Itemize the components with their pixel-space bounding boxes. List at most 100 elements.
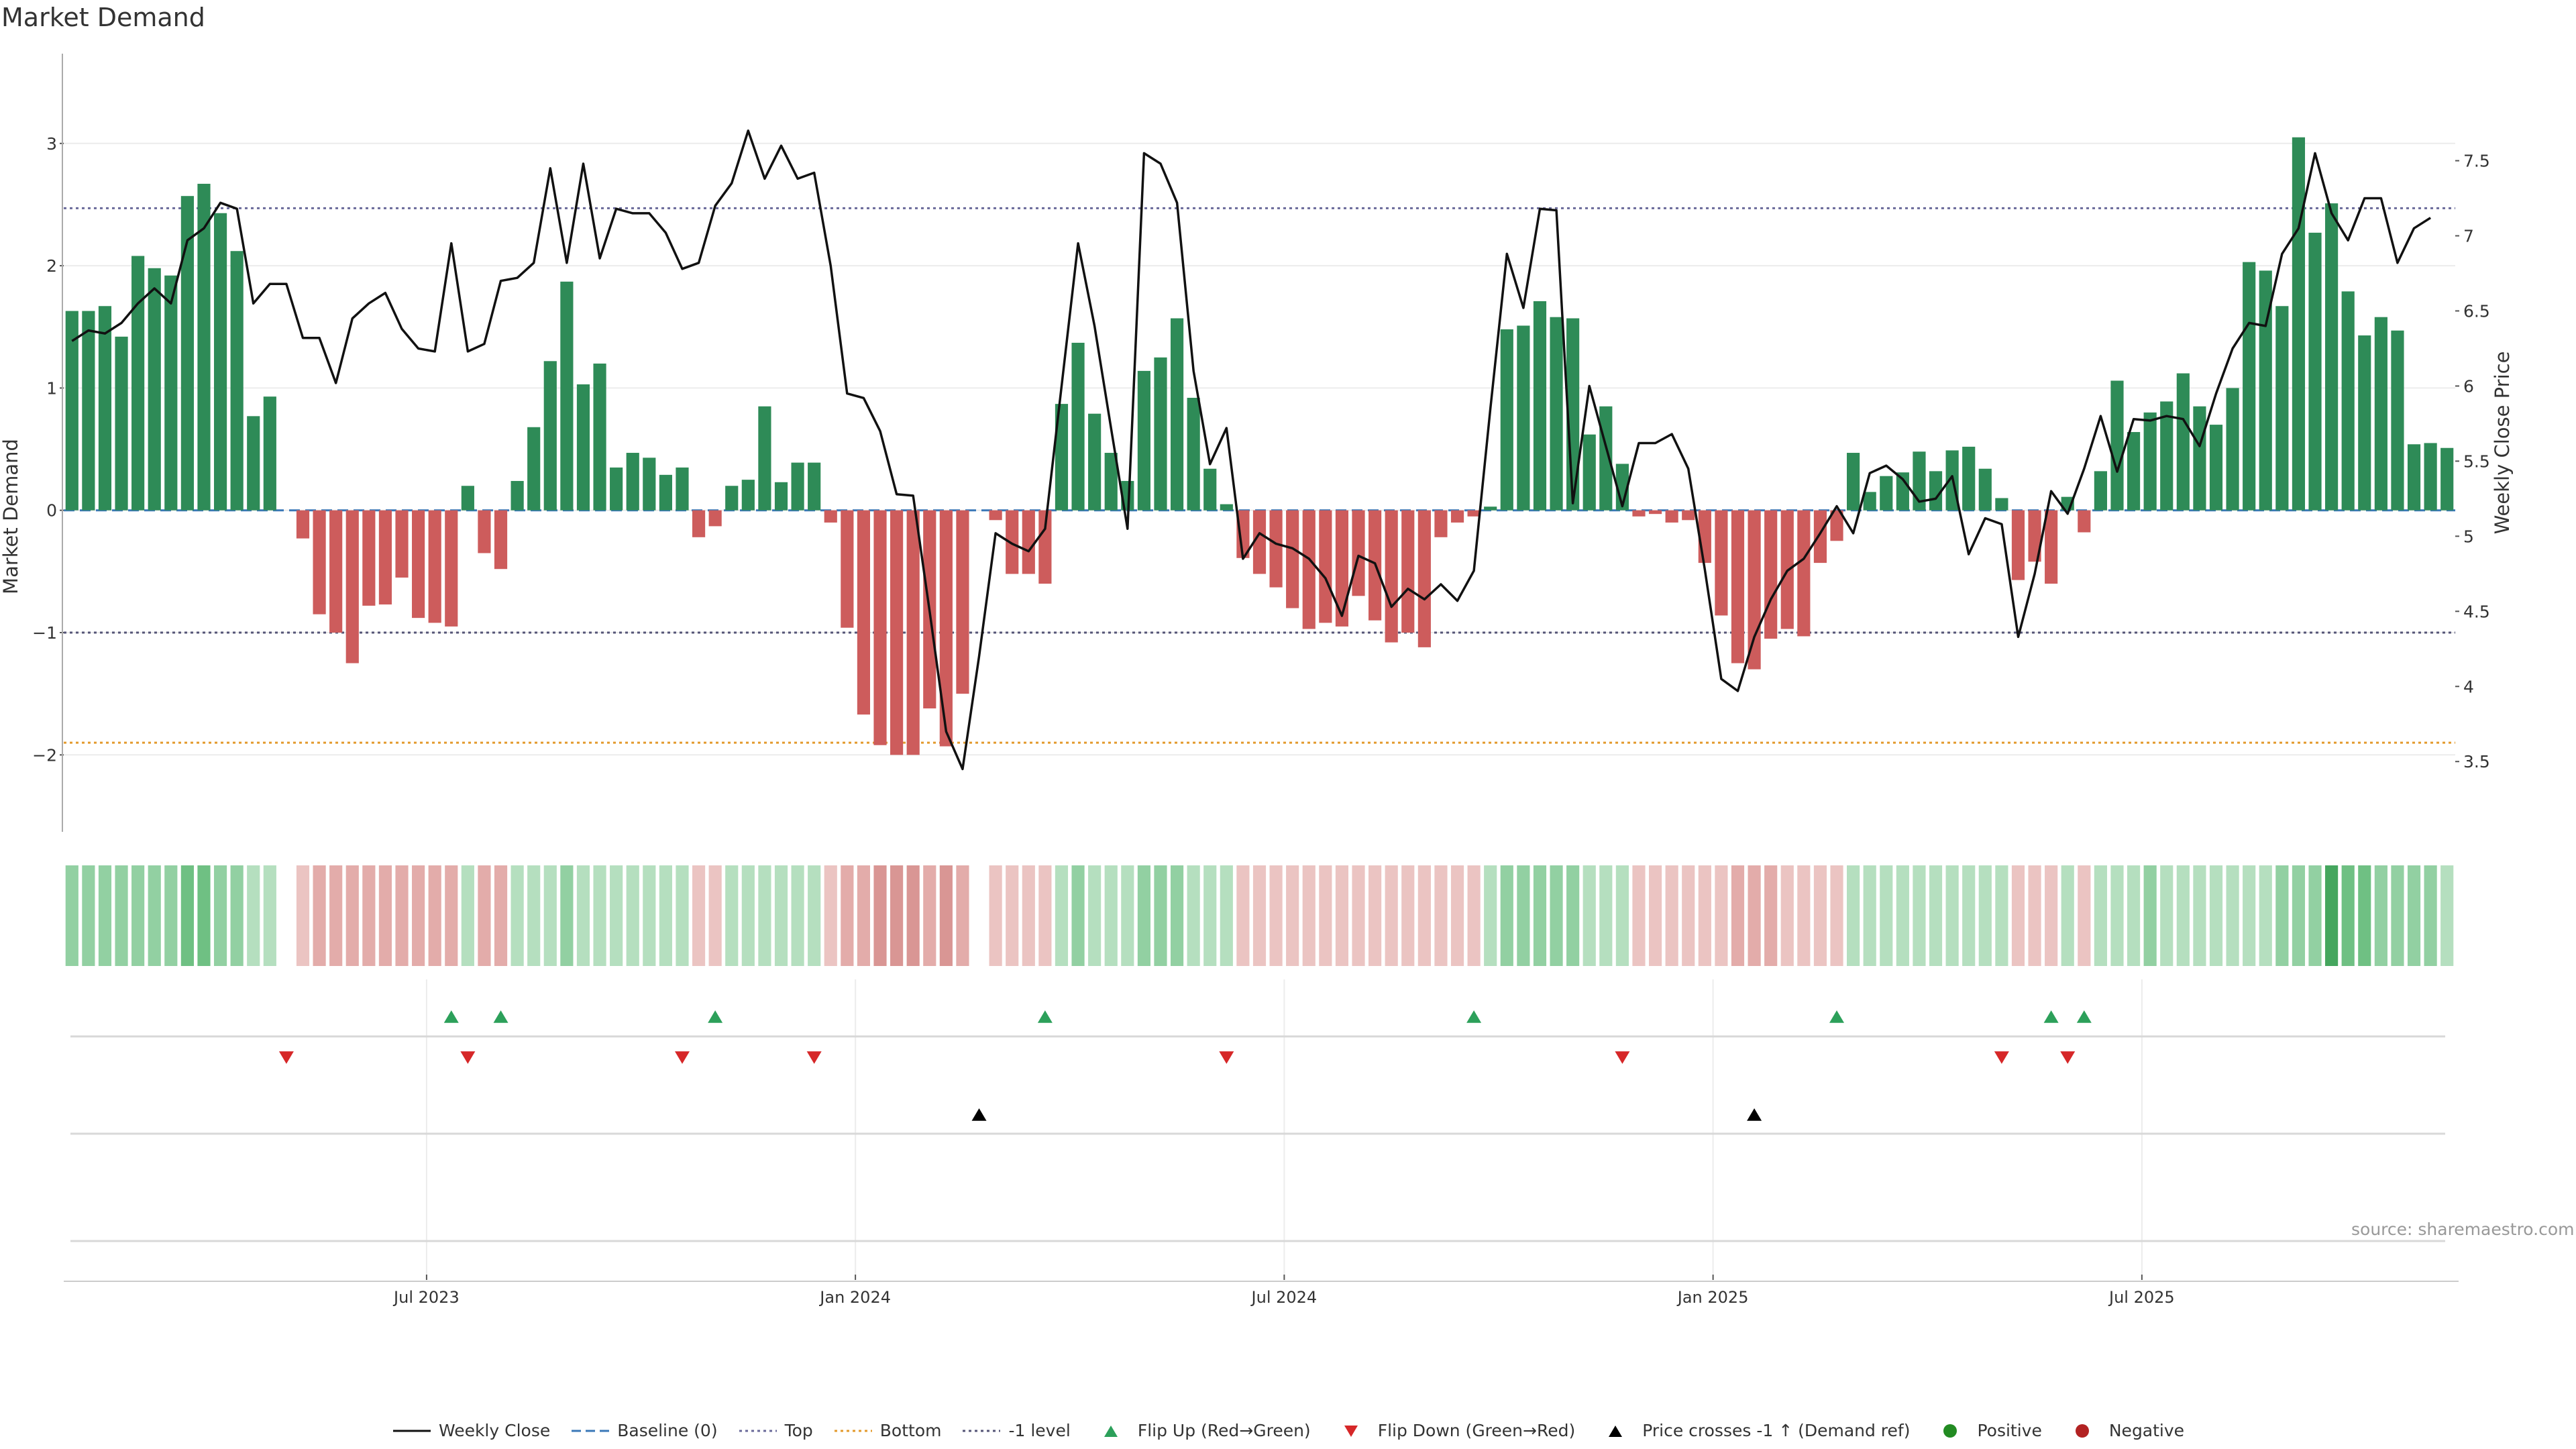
y-tick-label-right: 6 [2463, 376, 2474, 396]
demand-bar-negative [841, 510, 854, 628]
strength-cell [494, 865, 508, 966]
strength-cell [197, 865, 211, 966]
demand-bar-negative [2045, 510, 2058, 584]
demand-bar-negative [1038, 510, 1052, 584]
demand-bar-positive [1517, 325, 1530, 511]
legend-symbol-dot [1930, 1422, 1970, 1440]
demand-bar-negative [989, 510, 1002, 521]
demand-bar-positive [2127, 432, 2141, 511]
strength-cell [2275, 865, 2289, 966]
demand-bar-negative [1385, 510, 1398, 643]
strength-cell [576, 865, 590, 966]
flip-down-marker [460, 1051, 476, 1064]
strength-cell [412, 865, 425, 966]
demand-bar-negative [692, 510, 706, 537]
demand-bar-positive [560, 281, 574, 511]
strength-cell [1203, 865, 1217, 966]
legend-symbol-line-dot [833, 1422, 873, 1440]
demand-bar-negative [1797, 510, 1811, 637]
legend-label: Positive [1977, 1421, 2042, 1440]
strength-cell [643, 865, 656, 966]
strength-cell [1615, 865, 1629, 966]
strength-cell [725, 865, 739, 966]
strength-cell [180, 865, 194, 966]
demand-bar-positive [1187, 397, 1200, 511]
legend-symbol-tri-down [1331, 1422, 1371, 1440]
demand-bar-positive [131, 256, 145, 511]
demand-bar-negative [1352, 510, 1365, 596]
y-axis-label-left: Market Demand [0, 439, 22, 594]
legend-item: Price crosses -1 ↑ (Demand ref) [1595, 1421, 1910, 1440]
strength-cell [378, 865, 392, 966]
x-tick-label: Jan 2025 [1676, 1288, 1749, 1307]
demand-bar-positive [2094, 471, 2107, 511]
strength-cell [1632, 865, 1646, 966]
demand-bar-positive [1929, 471, 1943, 511]
legend-symbol-tri-up [1595, 1422, 1635, 1440]
demand-bar-positive [148, 268, 161, 511]
demand-bar-negative [857, 510, 871, 715]
strength-cell [1006, 865, 1019, 966]
demand-bar-positive [1055, 404, 1069, 511]
strength-cell [2094, 865, 2107, 966]
strength-cell [1269, 865, 1283, 966]
strength-cell [956, 865, 969, 966]
chart-title: Market Demand [1, 3, 205, 32]
demand-bar-positive [2440, 447, 2454, 511]
demand-bar-negative [708, 510, 722, 527]
legend-symbol-line-solid [392, 1422, 432, 1440]
demand-bar-positive [2341, 291, 2355, 511]
demand-bar-positive [1170, 318, 1184, 511]
demand-bar-positive [626, 453, 639, 511]
strength-cell [511, 865, 524, 966]
legend-label: Bottom [879, 1421, 942, 1440]
strength-cell [1599, 865, 1613, 966]
strength-cell [2292, 865, 2306, 966]
strength-cell [213, 865, 227, 966]
strength-cell [2011, 865, 2025, 966]
y-tick-label-left: 2 [46, 256, 57, 276]
strength-cell [1550, 865, 1563, 966]
strength-cell [1962, 865, 1976, 966]
flip-down-marker [806, 1051, 822, 1064]
legend-label: Flip Up (Red→Green) [1137, 1421, 1311, 1440]
demand-bar-negative [395, 510, 409, 578]
demand-bar-positive [741, 480, 755, 511]
demand-bar-positive [725, 486, 739, 511]
demand-bar-negative [1286, 510, 1299, 608]
strength-cell [1500, 865, 1513, 966]
strength-cell [2358, 865, 2371, 966]
demand-bar-positive [213, 213, 227, 511]
strength-cell [263, 865, 276, 966]
strength-cell [1038, 865, 1052, 966]
demand-bar-negative [1006, 510, 1019, 574]
strength-cell [1582, 865, 1596, 966]
strength-cell [1088, 865, 1102, 966]
strength-cell [1830, 865, 1843, 966]
demand-bar-positive [1533, 301, 1547, 511]
demand-bar-positive [2292, 137, 2306, 511]
demand-bar-positive [1582, 434, 1596, 511]
legend-item: Flip Up (Red→Green) [1091, 1421, 1311, 1440]
strength-cell [1417, 865, 1431, 966]
strength-cell [1368, 865, 1382, 966]
strength-cell [2176, 865, 2190, 966]
demand-bar-positive [1104, 453, 1118, 511]
strength-cell [989, 865, 1002, 966]
demand-bar-negative [1731, 510, 1745, 663]
legend: Weekly Close Baseline (0) Top Bottom -1 leve… [0, 1421, 2576, 1440]
demand-bar-positive [659, 474, 672, 511]
strength-cell [164, 865, 178, 966]
demand-bar-positive [98, 306, 112, 511]
strength-cell [2110, 865, 2124, 966]
demand-bar-negative [1269, 510, 1283, 588]
strength-cell [65, 865, 78, 966]
flip-down-marker [1219, 1051, 1234, 1064]
demand-bar-positive [1847, 453, 1860, 511]
legend-label: Weekly Close [438, 1421, 551, 1440]
legend-item: Flip Down (Green→Red) [1331, 1421, 1575, 1440]
y-axis-label-right: Weekly Close Price [2491, 352, 2514, 535]
demand-bar-positive [2259, 270, 2272, 511]
grid-layer [64, 142, 2455, 1275]
demand-bar-positive [1978, 468, 1992, 511]
